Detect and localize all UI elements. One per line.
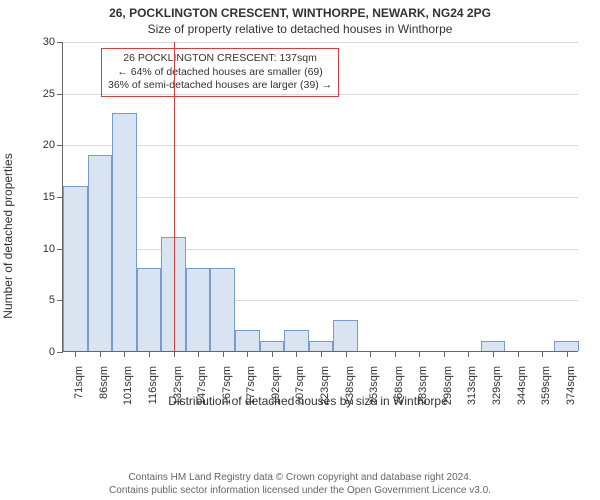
x-tick [321, 351, 322, 357]
y-tick-label: 20 [35, 139, 55, 151]
x-tick [149, 351, 150, 357]
page-title-2: Size of property relative to detached ho… [0, 20, 600, 36]
x-tick [468, 351, 469, 357]
x-tick [542, 351, 543, 357]
chart-container: Number of detached properties 26 POCKLIN… [38, 42, 578, 430]
bar [333, 320, 358, 351]
x-tick [493, 351, 494, 357]
annotation-box: 26 POCKLINGTON CRESCENT: 137sqm← 64% of … [101, 48, 339, 97]
x-tick [419, 351, 420, 357]
x-tick [223, 351, 224, 357]
bar [186, 268, 211, 351]
x-tick [75, 351, 76, 357]
bar [112, 113, 137, 351]
footer-line-2: Contains public sector information licen… [0, 485, 600, 498]
bar [284, 330, 309, 351]
y-tick-label: 15 [35, 191, 55, 203]
x-tick [247, 351, 248, 357]
x-tick [370, 351, 371, 357]
x-tick [272, 351, 273, 357]
y-tick-label: 25 [35, 88, 55, 100]
gridline [63, 94, 578, 95]
y-tick [57, 352, 63, 353]
y-tick-label: 10 [35, 243, 55, 255]
x-axis-label: Distribution of detached houses by size … [38, 394, 578, 408]
bar [235, 330, 260, 351]
annotation-line: 36% of semi-detached houses are larger (… [108, 79, 332, 93]
bar [210, 268, 235, 351]
footer: Contains HM Land Registry data © Crown c… [0, 472, 600, 500]
gridline [63, 249, 578, 250]
annotation-line: ← 64% of detached houses are smaller (69… [108, 66, 332, 80]
x-tick [444, 351, 445, 357]
y-tick [57, 145, 63, 146]
gridline [63, 197, 578, 198]
bar [554, 341, 579, 351]
x-tick [124, 351, 125, 357]
y-tick [57, 42, 63, 43]
bar [137, 268, 162, 351]
y-tick-label: 5 [35, 294, 55, 306]
plot-area: 26 POCKLINGTON CRESCENT: 137sqm← 64% of … [62, 42, 578, 352]
y-axis-label: Number of detached properties [1, 153, 15, 318]
y-tick-label: 0 [35, 346, 55, 358]
bar [260, 341, 285, 351]
x-tick [100, 351, 101, 357]
bar [63, 186, 88, 351]
x-tick [518, 351, 519, 357]
gridline [63, 42, 578, 43]
x-tick [198, 351, 199, 357]
bar [88, 155, 113, 351]
x-tick [346, 351, 347, 357]
gridline [63, 145, 578, 146]
y-tick-label: 30 [35, 36, 55, 48]
reference-line [174, 42, 175, 351]
x-tick [296, 351, 297, 357]
annotation-line: 26 POCKLINGTON CRESCENT: 137sqm [108, 52, 332, 66]
bar [481, 341, 506, 351]
page-title-1: 26, POCKLINGTON CRESCENT, WINTHORPE, NEW… [0, 0, 600, 20]
x-tick [395, 351, 396, 357]
y-tick [57, 94, 63, 95]
bar [309, 341, 334, 351]
x-tick [174, 351, 175, 357]
x-tick [567, 351, 568, 357]
footer-line-1: Contains HM Land Registry data © Crown c… [0, 472, 600, 485]
